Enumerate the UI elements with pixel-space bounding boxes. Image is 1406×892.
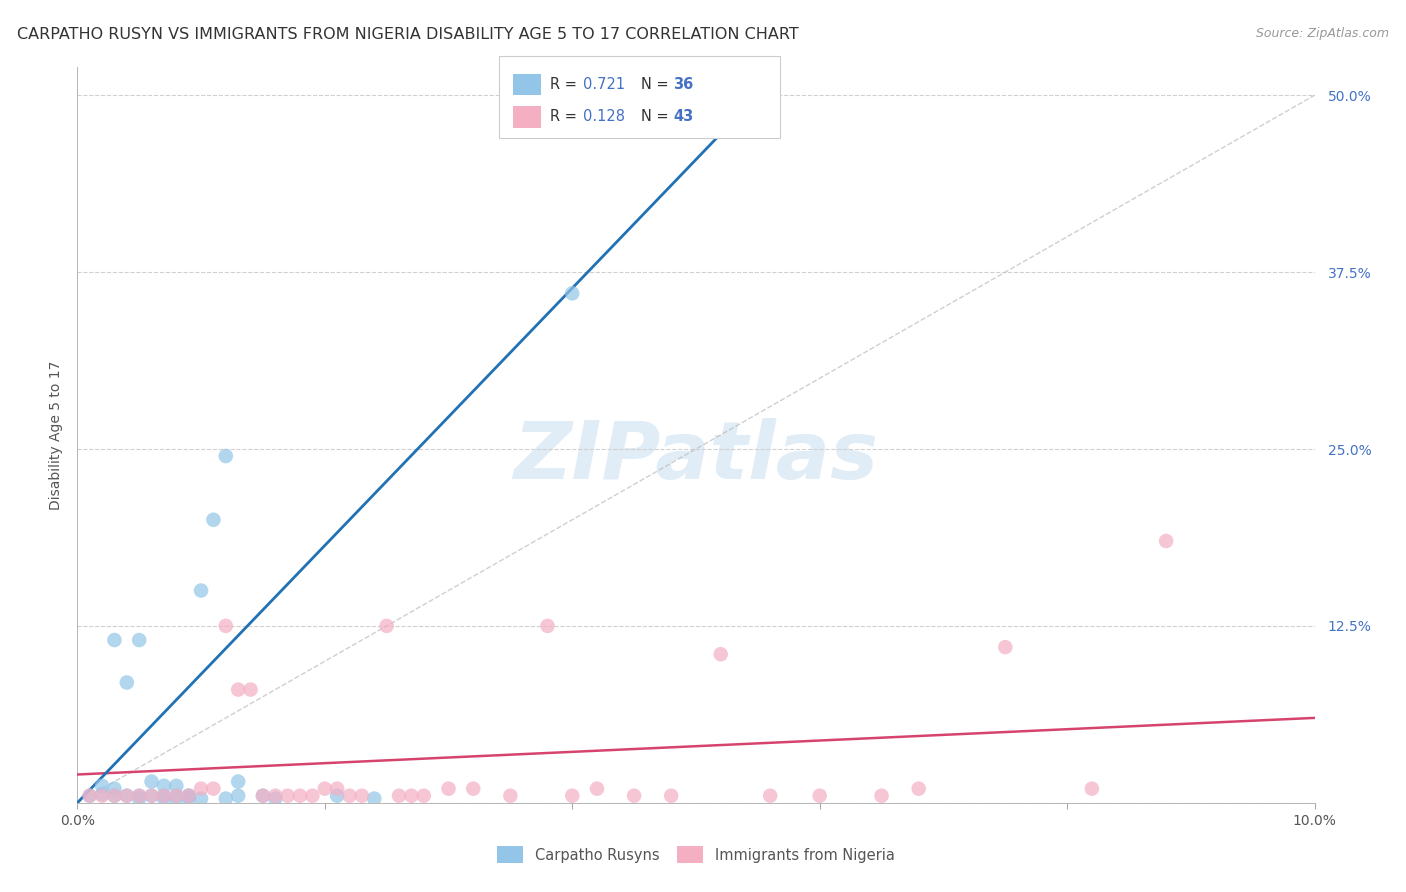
Point (326, 781, 349, 796)
Point (401, 789, 423, 803)
Point (215, 791, 238, 805)
Point (561, 286, 583, 301)
Point (103, 633, 125, 648)
Point (350, 789, 373, 803)
Point (177, 789, 200, 803)
Text: N =: N = (641, 78, 673, 92)
Point (91, 787, 114, 801)
Point (264, 789, 287, 803)
Point (759, 789, 782, 803)
Point (363, 791, 385, 805)
Point (128, 633, 150, 648)
Text: 43: 43 (673, 110, 693, 124)
Point (623, 789, 645, 803)
Point (165, 791, 187, 805)
Point (177, 789, 200, 803)
Text: CARPATHO RUSYN VS IMMIGRANTS FROM NIGERIA DISABILITY AGE 5 TO 17 CORRELATION CHA: CARPATHO RUSYN VS IMMIGRANTS FROM NIGERI… (17, 27, 799, 42)
Point (264, 791, 287, 805)
Point (870, 789, 893, 803)
Point (153, 791, 176, 805)
Point (339, 789, 361, 803)
Point (226, 789, 249, 803)
Point (177, 789, 200, 803)
Point (202, 513, 225, 527)
Point (463, 781, 485, 796)
Point (79, 789, 101, 803)
Point (177, 791, 200, 805)
Text: Source: ZipAtlas.com: Source: ZipAtlas.com (1256, 27, 1389, 40)
Point (141, 789, 163, 803)
Point (215, 619, 238, 633)
Text: 0.128: 0.128 (583, 110, 626, 124)
Point (994, 640, 1017, 654)
Point (252, 789, 274, 803)
Legend: Carpatho Rusyns, Immigrants from Nigeria: Carpatho Rusyns, Immigrants from Nigeria (491, 840, 901, 869)
Point (288, 789, 311, 803)
Point (103, 789, 125, 803)
Point (314, 781, 336, 796)
Point (226, 682, 249, 697)
Point (499, 789, 522, 803)
Point (103, 781, 125, 796)
Text: ZIPatlas: ZIPatlas (513, 418, 879, 496)
Point (561, 789, 583, 803)
Point (115, 675, 138, 690)
Point (1081, 781, 1104, 796)
Point (437, 781, 460, 796)
Point (128, 791, 150, 805)
Point (301, 789, 323, 803)
Text: N =: N = (641, 110, 673, 124)
Point (165, 789, 187, 803)
Point (659, 789, 682, 803)
Point (128, 789, 150, 803)
Point (190, 791, 212, 805)
Text: R =: R = (550, 110, 581, 124)
Point (710, 647, 733, 661)
Text: R =: R = (550, 78, 581, 92)
Point (91, 789, 114, 803)
Point (808, 789, 831, 803)
Point (326, 789, 349, 803)
Point (907, 781, 929, 796)
Point (79, 789, 101, 803)
Point (128, 789, 150, 803)
Point (103, 789, 125, 803)
Point (190, 583, 212, 598)
Point (239, 682, 262, 697)
Point (202, 781, 225, 796)
Point (586, 781, 609, 796)
Point (277, 789, 299, 803)
Point (141, 774, 163, 789)
Point (115, 789, 138, 803)
Point (277, 813, 299, 827)
Text: 36: 36 (673, 78, 693, 92)
Point (536, 619, 558, 633)
Point (165, 789, 187, 803)
Text: 0.721: 0.721 (583, 78, 626, 92)
Point (153, 789, 176, 803)
Point (153, 779, 176, 793)
Point (412, 789, 434, 803)
Point (375, 619, 398, 633)
Point (115, 789, 138, 803)
Point (165, 779, 187, 793)
Y-axis label: Disability Age 5 to 17: Disability Age 5 to 17 (49, 360, 63, 509)
Point (1154, 533, 1177, 548)
Point (153, 789, 176, 803)
Point (91, 779, 114, 793)
Point (141, 789, 163, 803)
Point (215, 449, 238, 463)
Point (388, 789, 411, 803)
Point (252, 789, 274, 803)
Point (226, 774, 249, 789)
Point (301, 810, 323, 824)
Point (190, 781, 212, 796)
